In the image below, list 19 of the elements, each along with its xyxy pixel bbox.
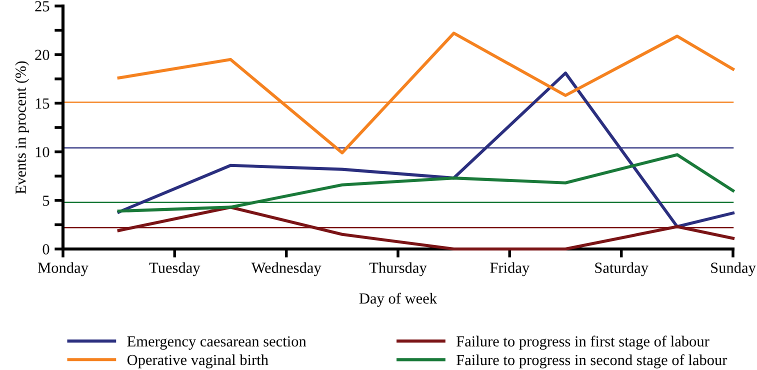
legend-label: Failure to progress in second stage of labour <box>456 354 728 368</box>
x-tick-label: Wednesday <box>251 262 322 276</box>
x-tick-label: Tuesday <box>149 262 200 276</box>
y-tick-label: 25 <box>35 1 50 12</box>
legend-label: Operative vaginal birth <box>127 354 268 368</box>
y-tick-label: 0 <box>42 244 50 254</box>
x-tick-label: Sunday <box>711 262 756 276</box>
y-tick-label: 15 <box>36 98 50 109</box>
x-tick-label: Monday <box>38 262 88 276</box>
legend-label: Emergency caesarean section <box>127 336 306 350</box>
legend-label: Failure to progress in first stage of labour <box>456 336 710 350</box>
y-tick-label: 20 <box>35 50 50 60</box>
y-axis-title: Events in procent (%) <box>15 61 29 194</box>
y-tick-label: 10 <box>36 146 50 158</box>
x-axis-title: Day of week <box>359 292 438 307</box>
x-tick-label: Saturday <box>595 262 648 276</box>
y-tick-label: 5 <box>43 196 50 206</box>
x-tick-label: Friday <box>490 262 530 276</box>
x-tick-label: Thursday <box>369 262 427 276</box>
